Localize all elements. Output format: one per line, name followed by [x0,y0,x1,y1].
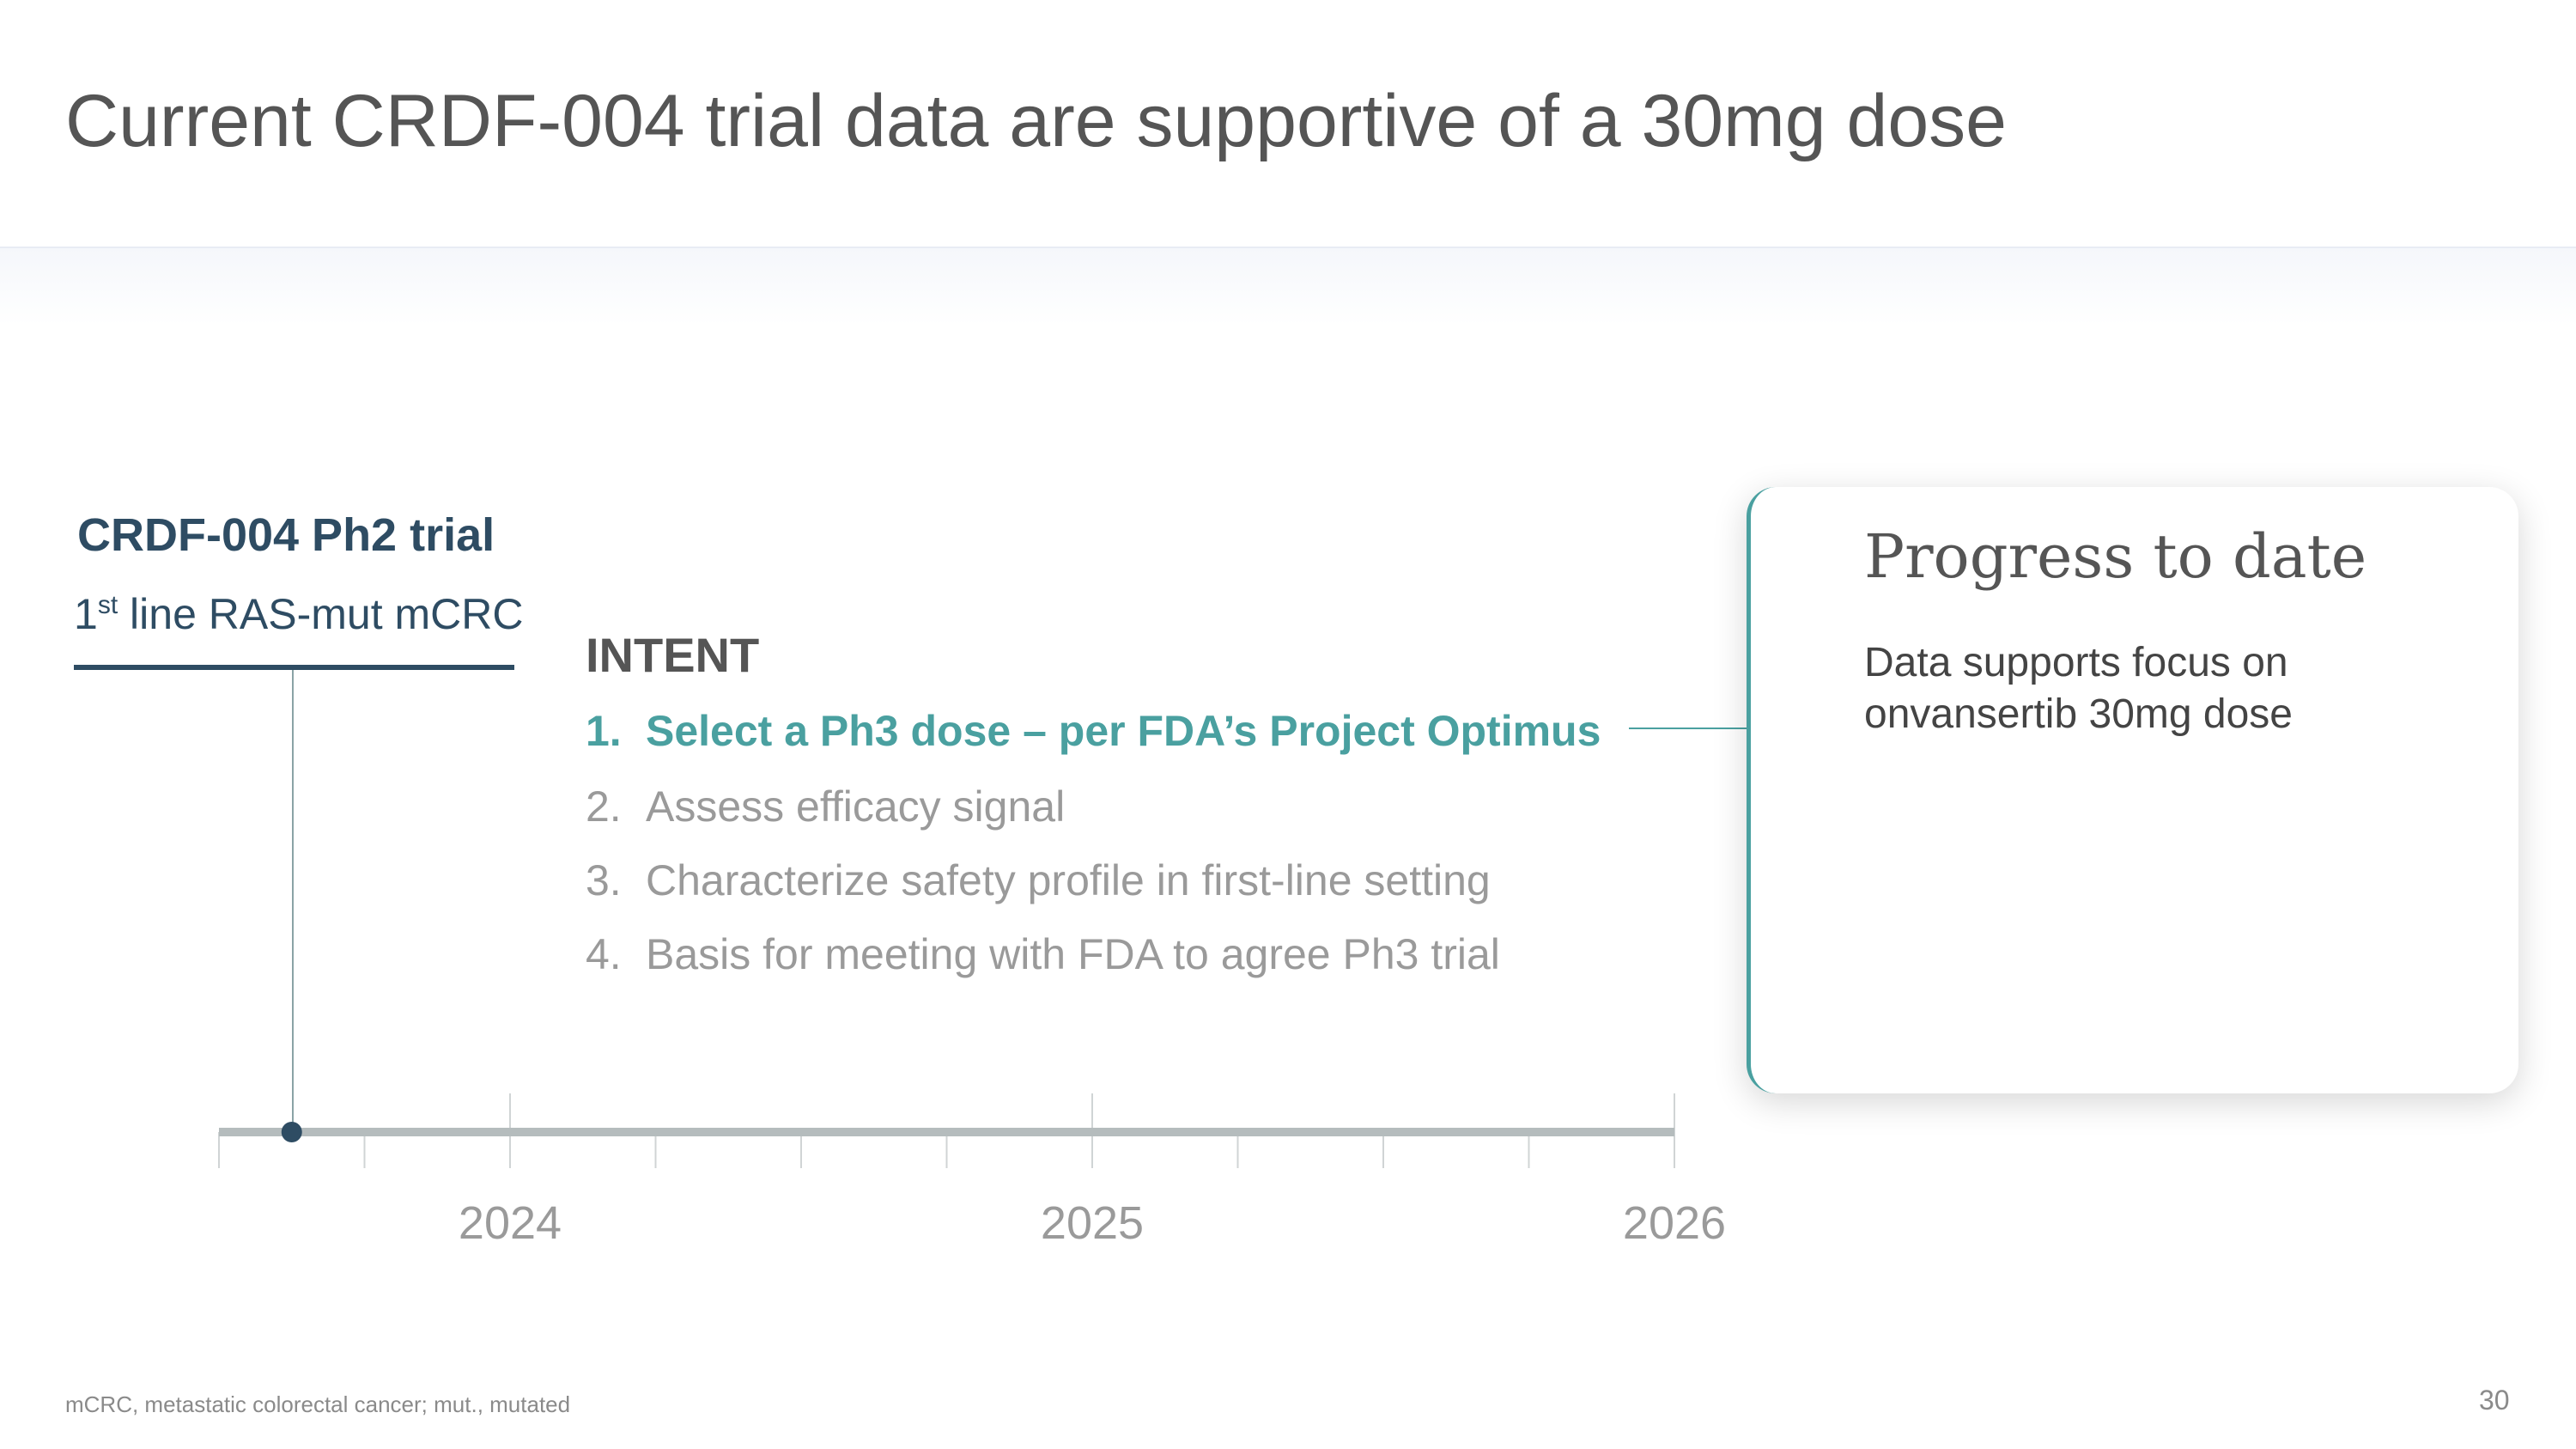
page-number: 30 [2479,1385,2510,1416]
intent-heading: INTENT [586,628,760,682]
progress-body: Data supports focus on onvansertib 30mg … [1864,640,2293,737]
trial-line-superscript: st [97,591,118,619]
intent-item: 4. Basis for meeting with FDA to agree Ph… [586,929,1500,979]
trial-name: CRDF-004 Ph2 trial [77,509,495,561]
timeline-year-label: 2026 [1623,1197,1726,1249]
intent-item-text: Assess efficacy signal [646,782,1066,831]
intent-item: 3. Characterize safety profile in first-l… [586,855,1491,905]
trial-line-text: line RAS-mut mCRC [118,590,524,638]
timeline-axis [219,1128,1674,1136]
intent-item-number: 3. [586,856,622,904]
intent-item-number: 4. [586,930,622,978]
trial-marker-stem [292,670,294,1132]
trial-underline [74,665,514,670]
timeline-year-label: 2024 [459,1197,562,1249]
progress-card: Progress to date Data supports focus on … [1747,487,2518,1093]
intent-item-number: 2. [586,782,622,831]
intent-item-number: 1. [586,707,622,755]
footnote: mCRC, metastatic colorectal cancer; mut.… [65,1391,571,1417]
intent-item-text: Select a Ph3 dose – per FDA’s Project Op… [646,707,1601,755]
intent-item: 2. Assess efficacy signal [586,782,1065,831]
trial-start-marker [281,1122,302,1142]
timeline-year-label: 2025 [1041,1197,1144,1249]
slide-title: Current CRDF-004 trial data are supporti… [65,80,2007,162]
intent-item-text: Basis for meeting with FDA to agree Ph3 … [646,930,1500,978]
header-divider-band [0,247,2576,326]
trial-line-number: 1 [74,590,98,638]
trial-subtitle: 1st line RAS-mut mCRC [74,589,523,639]
intent-item: 1. Select a Ph3 dose – per FDA’s Project … [586,706,1601,756]
timeline-year-labels: 2024 2025 2026 [459,1197,1726,1249]
progress-title: Progress to date [1864,521,2367,592]
intent-to-progress-connector [1629,728,1747,729]
intent-item-text: Characterize safety profile in first-lin… [646,856,1491,904]
